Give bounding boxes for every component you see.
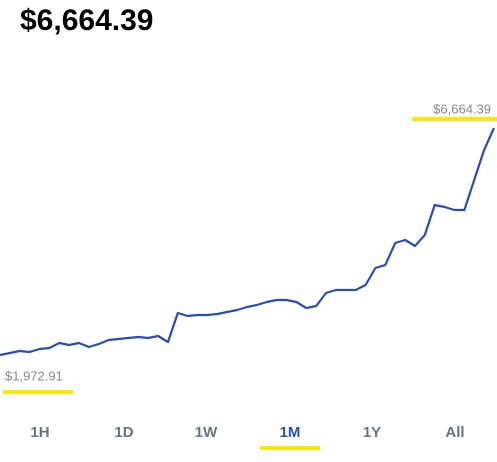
high-label: $6,664.39	[433, 101, 491, 116]
low-label: $1,972.91	[5, 368, 63, 383]
chart: $6,664.39 $6,664.39 $1,972.91	[0, 4, 497, 394]
price: $6,664.39	[20, 4, 153, 37]
time-range-tab[interactable]: 1W	[194, 424, 218, 441]
time-range-tab[interactable]: 1D	[114, 424, 134, 441]
time-range-tab[interactable]: 1M	[260, 420, 320, 450]
highlight	[412, 117, 497, 121]
tabs: 1H 1D 1W 1M 1Y All	[0, 420, 497, 450]
time-range-tab[interactable]: 1H	[30, 424, 50, 441]
time-range-tab[interactable]: All	[445, 424, 465, 441]
highlight	[3, 390, 73, 394]
time-range-tab[interactable]: 1Y	[362, 424, 382, 441]
price-line	[0, 127, 496, 357]
